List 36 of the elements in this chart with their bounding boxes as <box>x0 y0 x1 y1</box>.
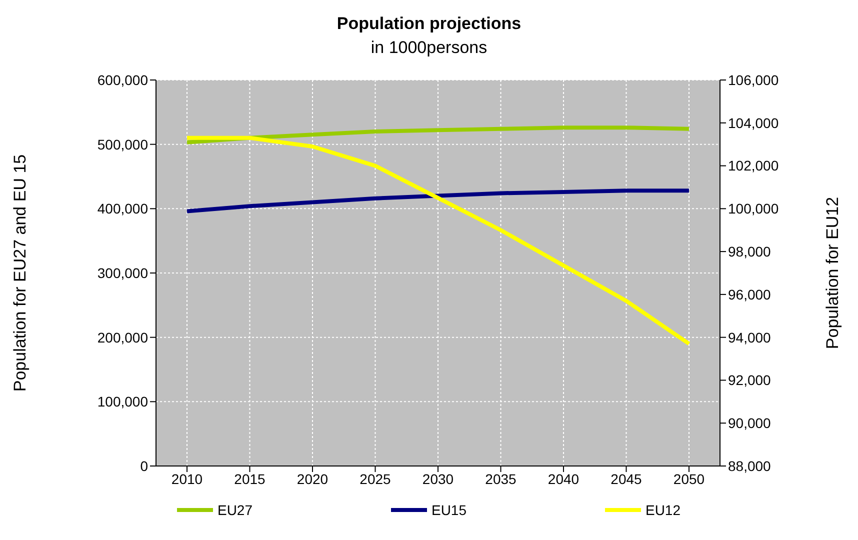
y2-tick-label: 96,000 <box>728 286 772 302</box>
line-series <box>185 126 691 144</box>
y2-tick-label: 94,000 <box>728 329 772 346</box>
x-tick-label: 2010 <box>171 470 203 487</box>
y-tick-label: 500,000 <box>97 136 148 152</box>
y-tick-label: 100,000 <box>97 394 148 410</box>
x-tick-label: 2035 <box>485 470 517 487</box>
x-tick-label: 2020 <box>296 470 328 487</box>
x-tick-label: 2050 <box>673 470 705 487</box>
y2-tick-label: 100,000 <box>728 200 779 217</box>
y2-tick-label: 90,000 <box>728 415 772 432</box>
x-tick-label: 2045 <box>610 470 642 487</box>
y2-tick-label: 106,000 <box>728 72 779 88</box>
line-series <box>185 188 691 214</box>
chart-title: Population projections <box>336 14 522 34</box>
x-tick-label: 2030 <box>422 470 454 487</box>
y-tick-label: 200,000 <box>97 329 148 346</box>
legend-label: EU27 <box>217 502 253 518</box>
line-series <box>185 136 691 346</box>
x-tick-label: 2025 <box>360 470 392 487</box>
y-tick-label: 400,000 <box>97 200 148 217</box>
legend-label: EU12 <box>645 502 681 518</box>
y-axis-title: Population for EU27 and EU 15 <box>11 154 31 392</box>
y2-tick-label: 104,000 <box>728 114 779 131</box>
y-tick-label: 300,000 <box>97 264 148 281</box>
x-tick-label: 2015 <box>234 470 266 487</box>
x-tick-label: 2040 <box>548 470 580 487</box>
y2-tick-label: 88,000 <box>728 458 772 474</box>
y2-tick-label: 98,000 <box>728 244 772 260</box>
y2-tick-label: 102,000 <box>728 158 779 174</box>
y2-tick-label: 92,000 <box>728 372 772 388</box>
chart-subtitle: in 1000persons <box>370 38 488 58</box>
y2-axis-title: Population for EU12 <box>823 196 843 349</box>
y-tick-label: 600,000 <box>97 72 148 88</box>
legend-label: EU15 <box>431 502 467 518</box>
y-tick-label: 0 <box>140 458 148 474</box>
